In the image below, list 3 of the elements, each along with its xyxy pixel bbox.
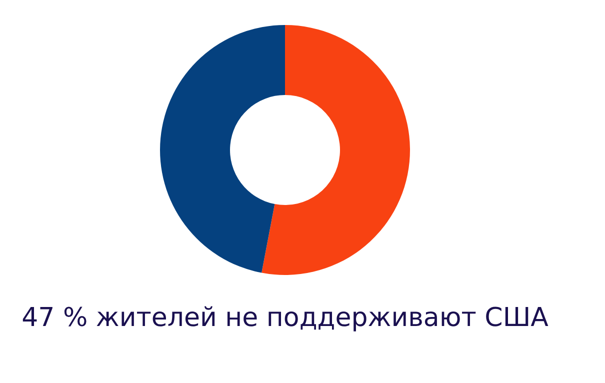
donut-slice: [160, 25, 285, 273]
text: 47 % жителей не поддерживают США: [22, 303, 549, 333]
donut-slice: [262, 25, 410, 275]
